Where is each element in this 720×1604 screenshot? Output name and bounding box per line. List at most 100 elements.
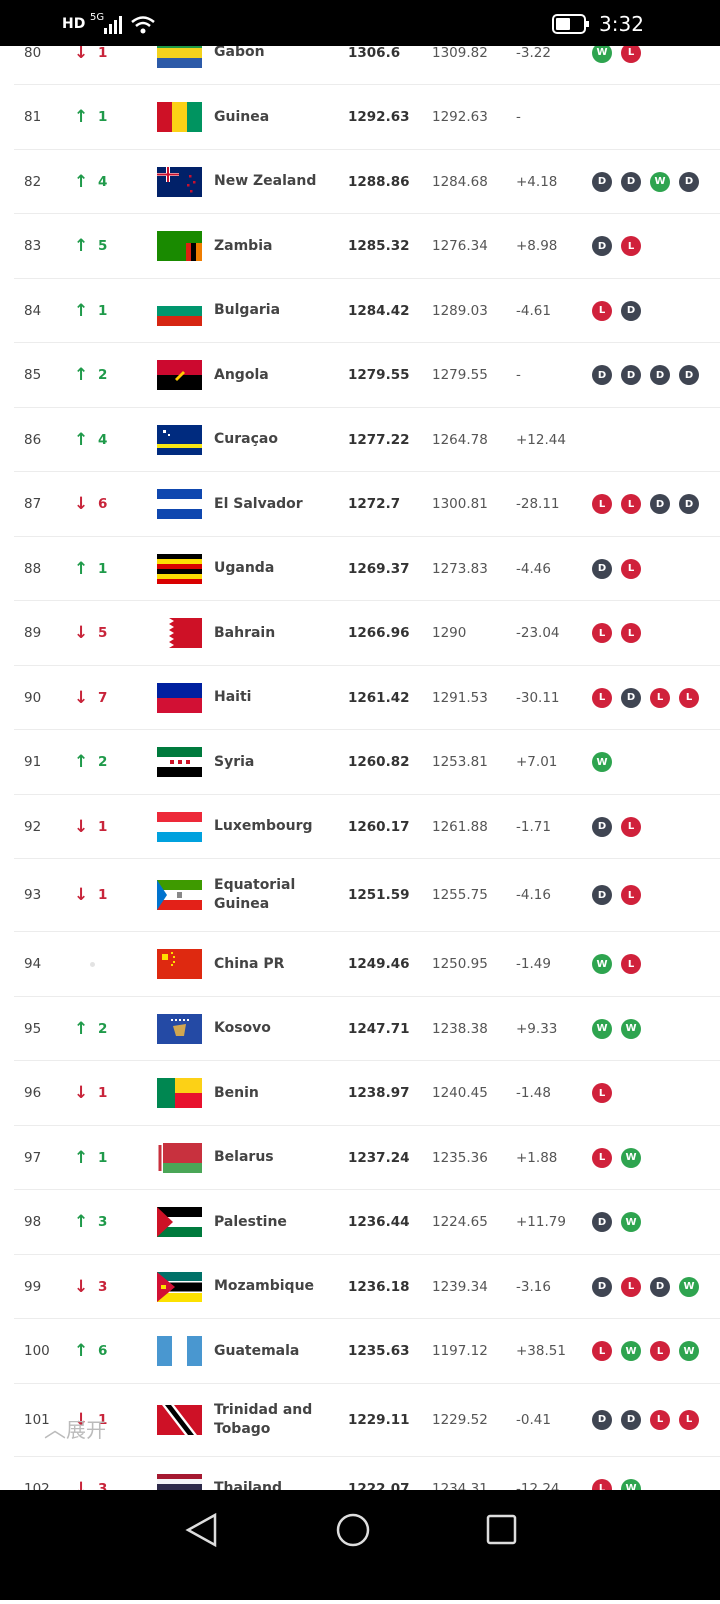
result-badge: L <box>621 46 641 63</box>
move-amount: 1 <box>98 1085 108 1101</box>
result-badge: W <box>592 1018 612 1039</box>
points: 1284.42 <box>348 302 410 319</box>
previous-points: 1292.63 <box>432 109 488 125</box>
result-badge: L <box>592 1341 612 1361</box>
previous-points: 1309.82 <box>432 46 488 61</box>
ranking-row: 102 ↓ 3 Thailand 1222.07 1234.31 -12.24 L W <box>14 1457 720 1490</box>
rank: 96 <box>24 1085 42 1101</box>
status-bar: HD 5G 3:32 <box>0 0 720 46</box>
signal-wifi-icons <box>104 16 155 34</box>
result-badge: L <box>592 687 612 708</box>
move-arrow: ↓ <box>74 816 89 837</box>
country-name: Gabon <box>214 46 265 60</box>
country-name: Bahrain <box>214 624 276 641</box>
previous-points: 1234.31 <box>432 1480 488 1491</box>
result-badge: D <box>592 1409 612 1430</box>
ranking-row: 81 ↑ 1 Guinea 1292.63 1292.63 - <box>14 85 720 150</box>
result-badge: D <box>621 1409 641 1430</box>
back-button[interactable] <box>185 1512 217 1548</box>
navigation-bar <box>0 1490 720 1600</box>
ranking-row: 80 ↓ 1 Gabon 1306.6 1309.82 -3.22 W L <box>14 46 720 86</box>
result-badge: W <box>592 46 612 63</box>
flag <box>157 1404 202 1435</box>
result-badge: L <box>592 1147 612 1168</box>
move-amount: 1 <box>98 302 108 319</box>
points: 1235.63 <box>348 1343 410 1359</box>
rank: 92 <box>24 818 42 835</box>
result-badge: D <box>679 365 699 385</box>
rank: 80 <box>24 46 42 61</box>
move-arrow: ↑ <box>74 171 89 192</box>
country-name: Guinea <box>214 108 270 125</box>
ranking-row: 85 ↑ 2 Angola 1279.55 1279.55- D D D D <box>14 343 720 408</box>
battery-icon <box>552 14 589 34</box>
result-badge: L <box>592 300 612 321</box>
points-change: +7.01 <box>516 754 558 770</box>
result-badge: W <box>592 752 612 772</box>
ranking-row: 83 ↑ 5 Zambia 1285.32 1276.34 +8.98 D L <box>14 214 720 279</box>
result-badge: D <box>592 236 612 256</box>
country-name: Syria <box>214 753 255 770</box>
flag <box>157 166 202 197</box>
previous-points: 1276.34 <box>432 238 488 254</box>
points-change: -12.24 <box>516 1480 560 1491</box>
points-change: - <box>516 367 521 383</box>
result-badge: L <box>679 1409 699 1430</box>
flag <box>157 46 202 68</box>
move-amount: 1 <box>98 887 108 904</box>
move-arrow: ↑ <box>74 558 89 579</box>
expand-label: 展开 <box>66 1418 107 1442</box>
move-arrow: ↑ <box>74 365 89 385</box>
move-amount: 1 <box>98 1411 108 1428</box>
rank: 86 <box>24 431 42 448</box>
home-button[interactable] <box>336 1513 370 1547</box>
flag <box>157 880 202 911</box>
recents-button[interactable] <box>486 1514 517 1545</box>
country-name: Guatemala <box>214 1342 300 1359</box>
previous-points: 1240.45 <box>432 1085 488 1101</box>
flag <box>157 1142 202 1173</box>
country-name: El Salvador <box>214 495 303 512</box>
rank: 84 <box>24 302 42 319</box>
move-amount: 1 <box>98 560 108 577</box>
hd-indicator: HD <box>62 16 86 32</box>
previous-points: 1253.81 <box>432 754 488 770</box>
points-change: -30.11 <box>516 689 560 706</box>
move-amount: 3 <box>98 1278 108 1295</box>
move-amount: 5 <box>98 625 108 641</box>
rank: 91 <box>24 754 42 770</box>
recent-results: L <box>592 1083 612 1103</box>
result-badge: L <box>621 494 641 514</box>
ranking-row: 97 ↑ 1 Belarus 1237.24 1235.36 +1.88 L W <box>14 1126 720 1191</box>
move-arrow: ↓ <box>74 1083 89 1103</box>
result-badge: L <box>650 687 670 708</box>
result-badge: W <box>679 1341 699 1361</box>
points: 1269.37 <box>348 560 410 577</box>
result-badge: D <box>650 1276 670 1297</box>
move-arrow: ↓ <box>74 1478 89 1491</box>
move-amount: 1 <box>98 818 108 835</box>
points: 1236.18 <box>348 1278 410 1295</box>
move-arrow: ↑ <box>74 236 89 256</box>
move-arrow: ↓ <box>74 1276 89 1297</box>
result-badge: W <box>621 1341 641 1361</box>
points-change: -4.61 <box>516 302 551 319</box>
result-badge: D <box>621 171 641 192</box>
points-change: -1.71 <box>516 818 551 835</box>
points: 1272.7 <box>348 496 401 512</box>
flag <box>157 811 202 842</box>
country-name: Kosovo <box>214 1020 271 1036</box>
ranking-row: 100 ↑ 6 Guatemala 1235.63 1197.12 +38.51 L W L W <box>14 1319 720 1384</box>
result-badge: L <box>621 816 641 837</box>
expand-button[interactable]: ︿展开 <box>44 1412 106 1444</box>
ranking-row: 91 ↑ 2 Syria 1260.82 1253.81 +7.01 W <box>14 730 720 795</box>
result-badge: W <box>621 1147 641 1168</box>
result-badge: W <box>650 171 670 192</box>
result-badge: W <box>679 1276 699 1297</box>
result-badge: D <box>679 171 699 192</box>
